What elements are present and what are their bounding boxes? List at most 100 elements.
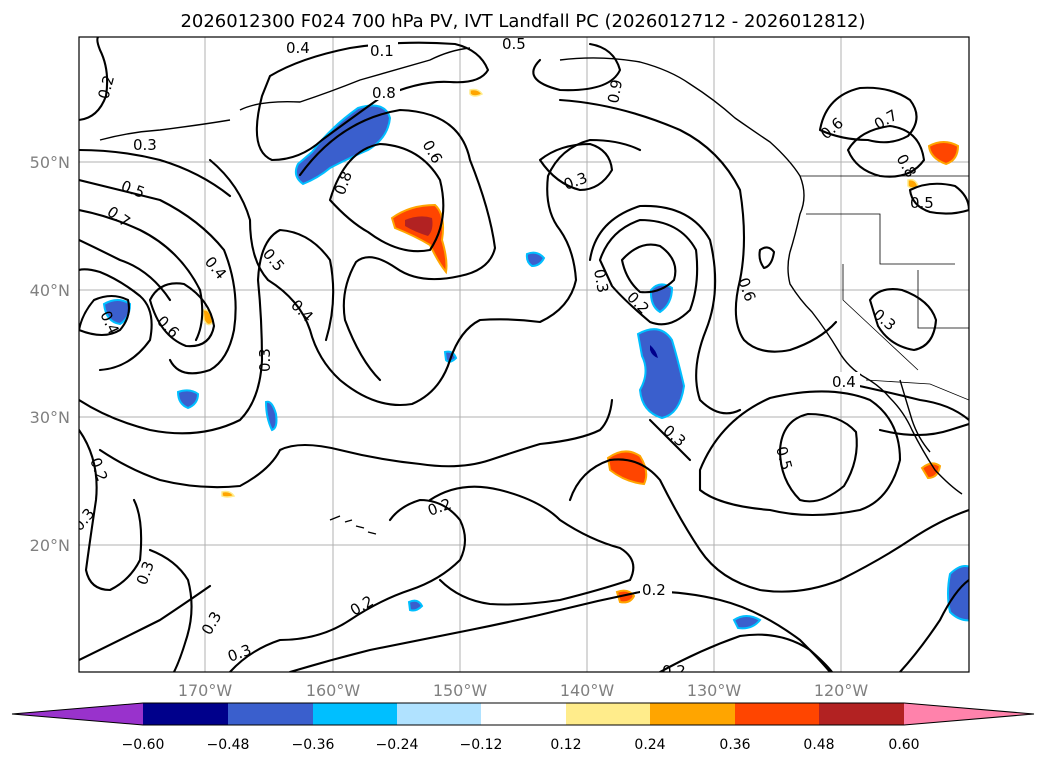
pv-positive-region xyxy=(920,462,942,480)
colorbar-segment xyxy=(228,703,313,725)
contour-line xyxy=(148,548,193,672)
colorbar-tick-label: −0.24 xyxy=(376,737,419,753)
contour-label: 0.2 xyxy=(94,73,118,101)
contour-line xyxy=(558,98,838,353)
colorbar-segment xyxy=(735,703,819,725)
contour-line xyxy=(79,238,172,302)
pv-negative-region xyxy=(176,389,200,410)
lon-label: 160°W xyxy=(306,681,361,700)
lat-label: 20°N xyxy=(30,536,70,555)
contour-line xyxy=(620,243,677,294)
longitude-labels: 170°W 160°W 150°W 140°W 130°W 120°W xyxy=(178,681,869,700)
lat-label: 40°N xyxy=(30,281,70,300)
pv-negative-region xyxy=(407,599,424,612)
contour-line xyxy=(878,422,969,436)
contour-line xyxy=(846,124,926,178)
contour-label: 0.5 xyxy=(910,194,934,212)
coastline-baja xyxy=(899,379,931,453)
contour-line xyxy=(568,458,969,593)
colorbar-tick-label: −0.36 xyxy=(292,737,335,753)
colorbar-tick-label: 0.24 xyxy=(634,737,665,753)
contour-line xyxy=(658,633,834,672)
contour-line xyxy=(908,182,969,215)
contour-line xyxy=(868,288,938,352)
coastline-north-america xyxy=(559,57,963,495)
lon-label: 130°W xyxy=(687,681,742,700)
contour-line xyxy=(588,204,742,415)
pv-negative-region xyxy=(947,565,969,622)
coastlines xyxy=(99,47,969,535)
contour-label-bg xyxy=(368,42,398,58)
pv-negative-region xyxy=(294,104,392,186)
contour-label-bg xyxy=(500,37,530,51)
lon-label: 150°W xyxy=(433,681,488,700)
contour-line xyxy=(79,294,131,337)
contour-line xyxy=(208,138,642,406)
contour-line xyxy=(532,42,622,92)
pv-negative-region xyxy=(636,328,686,420)
colorbar-tick-label: 0.12 xyxy=(550,737,581,753)
contour-line xyxy=(898,578,969,672)
contour-label: 0.4 xyxy=(832,373,856,391)
contour-line xyxy=(79,428,143,592)
lat-label: 50°N xyxy=(30,153,70,172)
figure-title: 2026012300 F024 700 hPa PV, IVT Landfall… xyxy=(180,11,865,32)
pv-negative-core xyxy=(650,345,658,358)
pv-negative-region xyxy=(732,615,762,630)
contour-label-bg xyxy=(640,580,672,596)
contour-label: 0.8 xyxy=(372,84,396,102)
contour-line xyxy=(698,390,902,517)
lat-label: 30°N xyxy=(30,408,70,427)
contours xyxy=(79,37,969,672)
contour-label-bg xyxy=(830,372,860,388)
pv-negative-region xyxy=(264,400,278,432)
contour-line xyxy=(538,142,614,192)
contour-line xyxy=(79,584,212,662)
colorbar-segment xyxy=(566,703,650,725)
contour-label: 0.1 xyxy=(370,42,394,60)
lon-label: 170°W xyxy=(178,681,233,700)
contour-label: 0.5 xyxy=(772,444,796,472)
contour-line xyxy=(79,228,335,435)
contour-line xyxy=(298,108,497,382)
contour-line xyxy=(228,498,467,672)
contour-line xyxy=(428,485,635,606)
lon-label: 120°W xyxy=(814,681,869,700)
contour-line xyxy=(148,282,216,348)
contour-line xyxy=(758,246,776,270)
contour-line xyxy=(255,41,490,162)
contour-line xyxy=(838,380,969,422)
border-us-mexico xyxy=(865,379,969,401)
shaded-anomalies xyxy=(102,88,969,630)
pv-positive-core xyxy=(405,216,433,236)
latitude-labels: 50°N 40°N 30°N 20°N xyxy=(30,153,70,555)
contour-line xyxy=(818,86,918,144)
border-state xyxy=(842,264,919,371)
lon-label: 140°W xyxy=(560,681,615,700)
contour-label: 0.3 xyxy=(256,348,274,372)
colorbar-segment xyxy=(481,703,566,725)
contour-line xyxy=(648,418,692,462)
colorbar-tick-label: 0.36 xyxy=(719,737,750,753)
contour-line xyxy=(79,268,153,372)
map-frame xyxy=(78,36,970,673)
colorbar-segment xyxy=(397,703,481,725)
contour-line xyxy=(598,218,699,326)
pv-positive-region xyxy=(927,141,960,166)
colorbar-extend-max xyxy=(904,703,1034,725)
contour-line xyxy=(79,208,204,342)
contour-label: 0.4 xyxy=(286,39,310,57)
colorbar: −0.60 −0.48 −0.36 −0.24 −0.12 0.12 0.24 … xyxy=(11,702,1035,753)
contour-label-bg xyxy=(282,40,312,56)
colorbar-segment xyxy=(313,703,397,725)
contour-line xyxy=(98,398,614,489)
map-background xyxy=(79,37,969,672)
contour-line xyxy=(328,142,445,253)
contour-label-bg xyxy=(370,84,400,100)
contour-line xyxy=(778,412,858,503)
colorbar-tick-label: −0.60 xyxy=(122,737,165,753)
contour-line xyxy=(79,148,232,198)
contour-label: 0.3 xyxy=(590,268,612,295)
contour-label: 0.5 xyxy=(502,35,526,53)
